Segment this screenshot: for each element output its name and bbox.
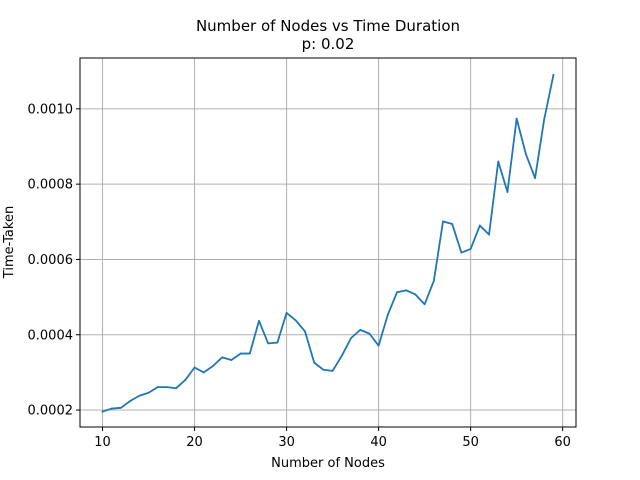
y-tick-label: 0.0004	[28, 328, 74, 343]
data-point	[423, 303, 426, 306]
data-point	[294, 319, 297, 322]
data-point	[285, 312, 288, 314]
data-point	[506, 191, 509, 193]
data-point	[405, 289, 408, 292]
data-point	[138, 394, 141, 397]
data-point	[534, 177, 536, 180]
grid-lines	[80, 58, 576, 427]
data-point	[552, 74, 555, 76]
data-point	[515, 117, 518, 120]
x-tick-label: 60	[554, 435, 571, 450]
series-line-0	[101, 73, 555, 413]
data-point	[524, 153, 527, 155]
data-point	[469, 248, 472, 250]
x-axis-label: Number of Nodes	[271, 456, 385, 471]
data-point	[543, 118, 546, 120]
data-point	[497, 160, 500, 163]
y-tick-label: 0.0008	[28, 178, 74, 193]
data-point	[193, 366, 196, 369]
axis-ticks: 10 20 30 40 50 60 0.0002 0.0004 0.0006 0.0008 0.00…	[28, 102, 571, 450]
x-tick-label: 40	[370, 435, 387, 450]
data-point	[386, 313, 389, 316]
chart-subtitle: p: 0.02	[302, 35, 355, 53]
y-tick-label: 0.0002	[28, 404, 74, 419]
data-point	[101, 410, 104, 413]
data-point	[258, 319, 260, 322]
data-point	[175, 387, 178, 390]
x-tick-label: 10	[94, 435, 111, 450]
data-point	[230, 359, 233, 361]
data-point	[331, 370, 334, 372]
data-series	[101, 73, 555, 413]
data-point	[359, 328, 362, 331]
data-point	[488, 233, 490, 236]
data-point	[322, 368, 325, 371]
y-tick-label: 0.0006	[28, 253, 74, 268]
data-point	[267, 342, 270, 345]
y-axis-label: Time-Taken	[2, 206, 17, 279]
data-point	[166, 386, 168, 388]
y-tick-label: 0.0010	[28, 102, 74, 117]
data-point	[377, 344, 380, 347]
x-tick-label: 50	[462, 435, 479, 450]
data-point	[184, 379, 187, 381]
data-point	[248, 352, 251, 355]
data-point	[368, 332, 371, 335]
data-point	[340, 354, 343, 357]
data-point	[276, 341, 279, 344]
data-point	[478, 224, 481, 227]
data-point	[313, 361, 316, 364]
data-point	[350, 337, 352, 340]
data-point	[120, 406, 122, 409]
data-point	[221, 356, 224, 359]
data-point	[396, 291, 398, 294]
data-point	[451, 223, 454, 225]
data-point	[432, 280, 435, 282]
data-point	[110, 407, 113, 410]
data-point	[129, 400, 132, 402]
data-point	[147, 391, 150, 394]
data-point	[414, 293, 417, 296]
data-point	[202, 371, 205, 374]
plot-area-frame	[79, 57, 577, 428]
data-point	[156, 386, 159, 388]
data-point	[442, 220, 444, 223]
data-point	[212, 365, 214, 367]
x-tick-label: 30	[278, 435, 295, 450]
chart-title: Number of Nodes vs Time Duration	[196, 17, 460, 35]
data-point	[460, 251, 463, 254]
data-point	[304, 330, 306, 333]
data-point	[239, 352, 242, 355]
x-tick-label: 20	[186, 435, 203, 450]
